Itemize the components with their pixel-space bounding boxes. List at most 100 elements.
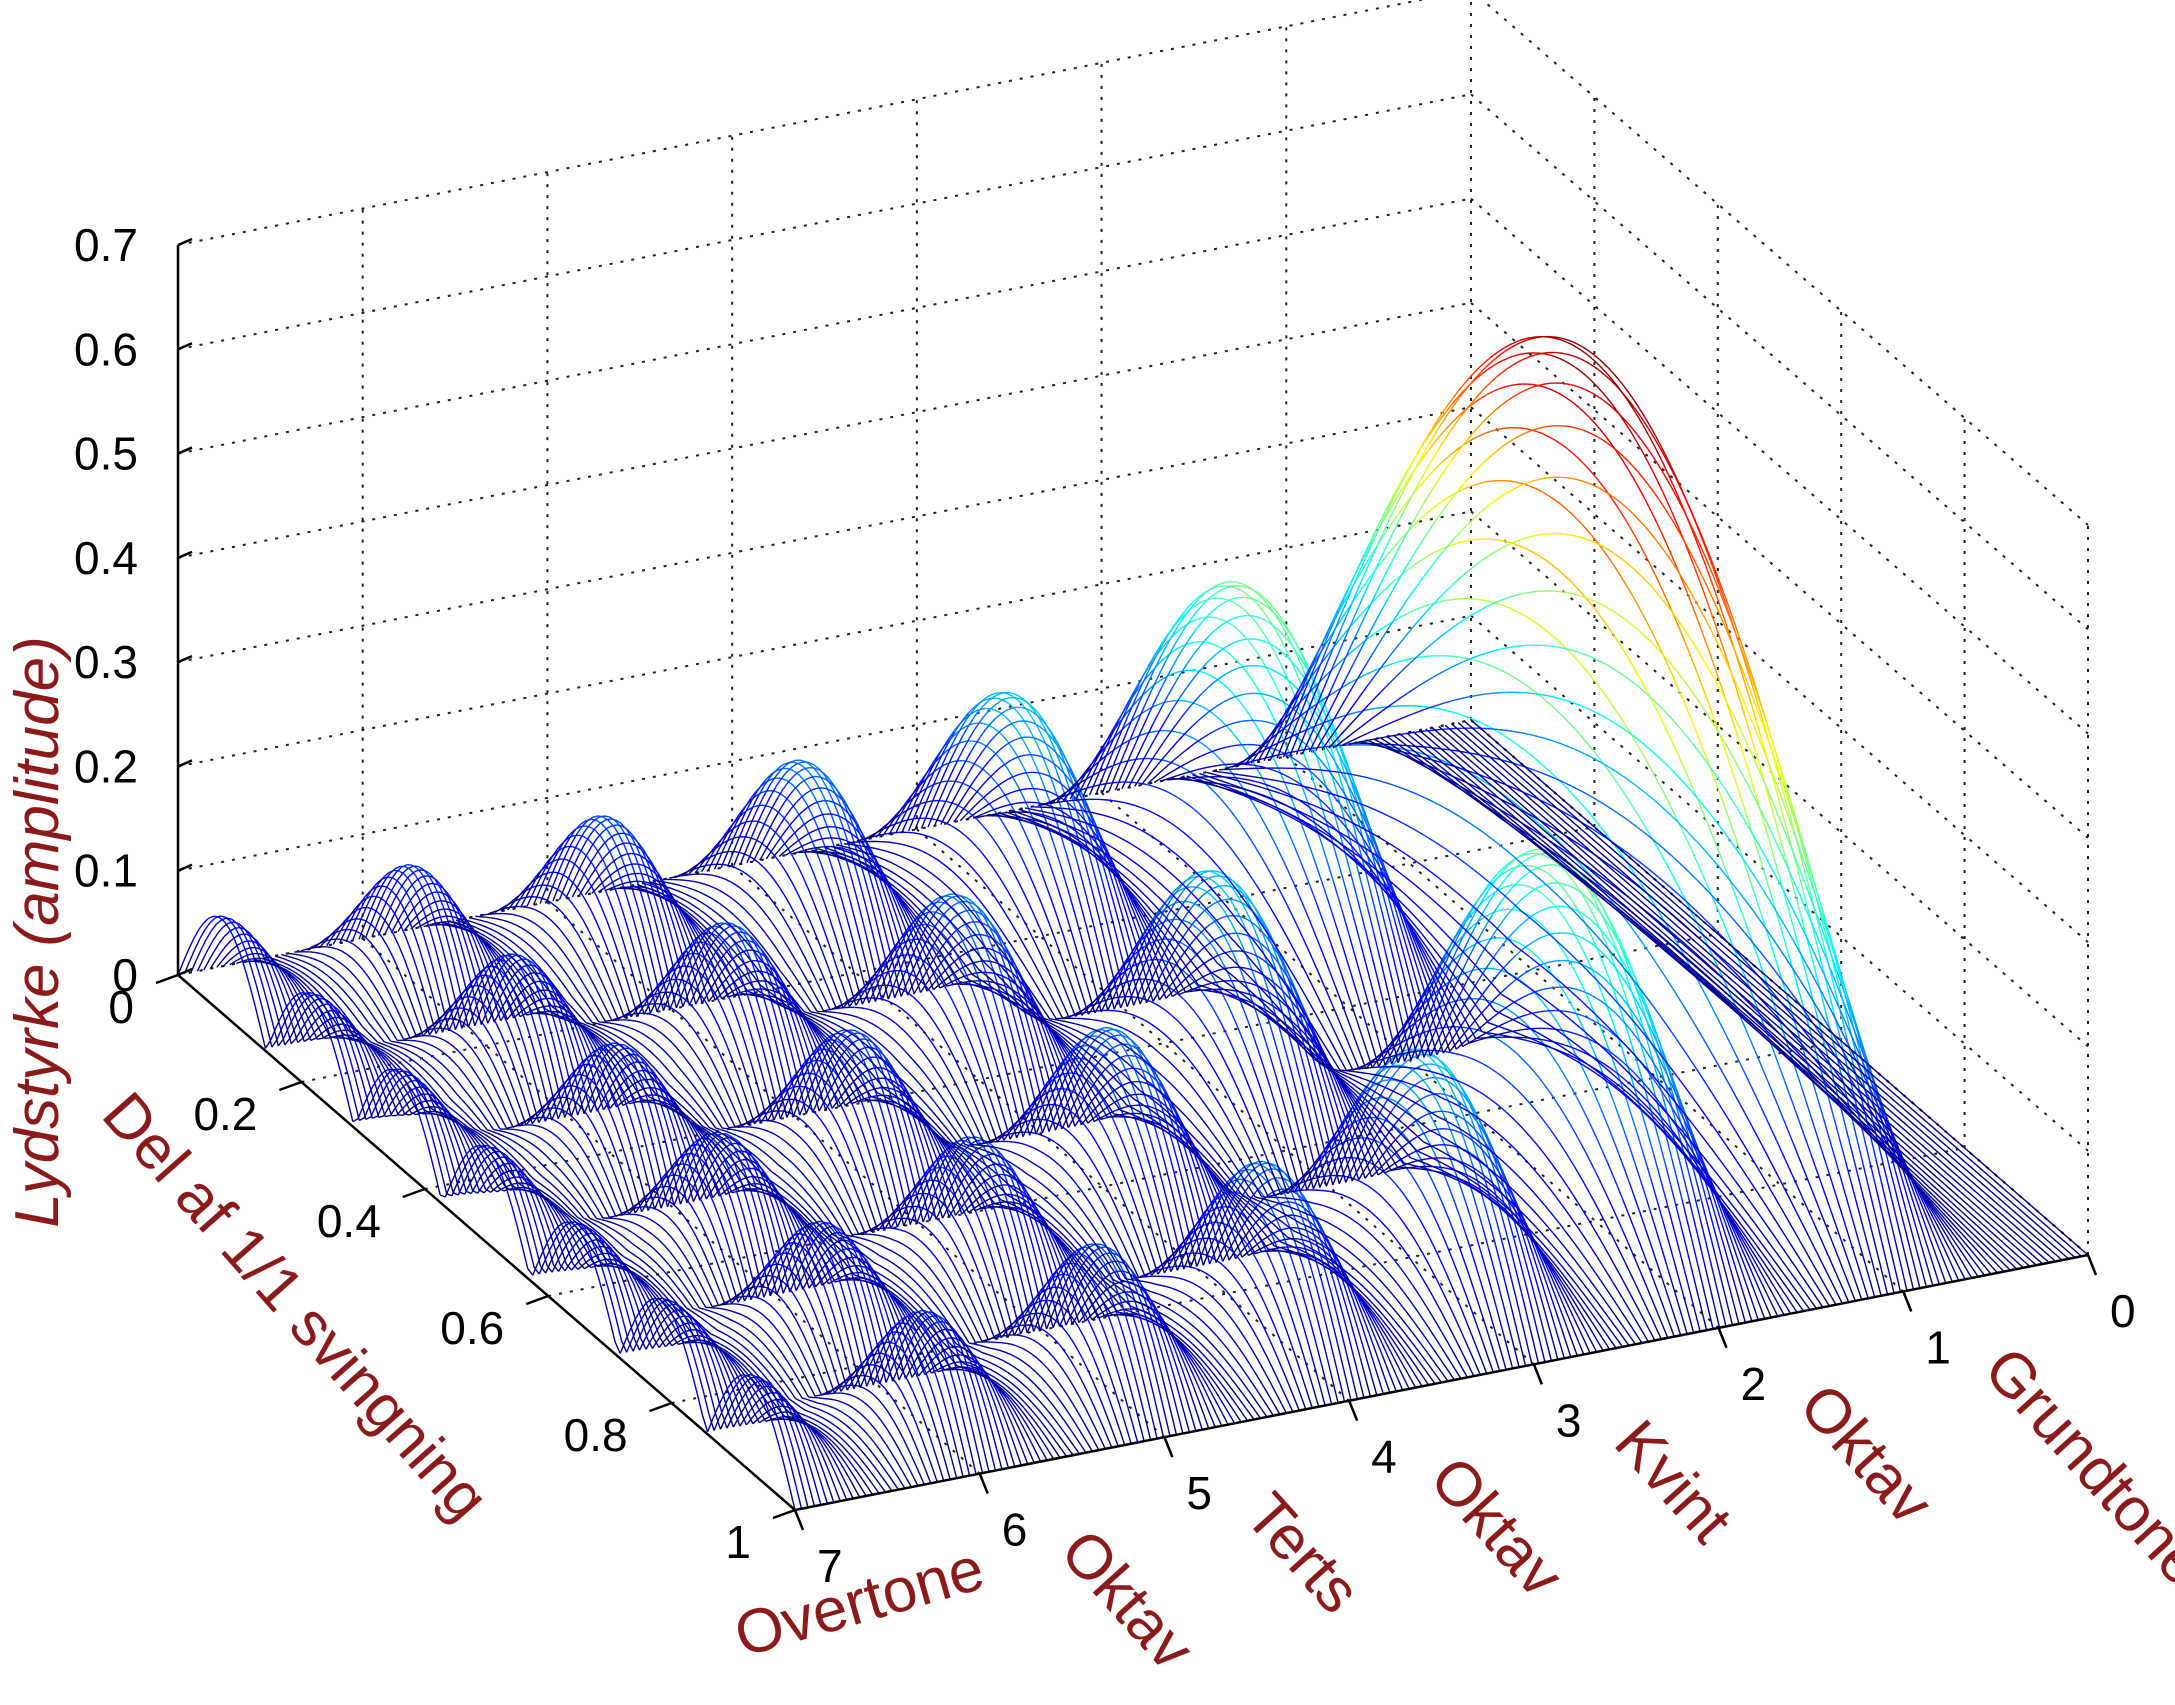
surface-segment [478, 1095, 486, 1104]
surface-segment [550, 1220, 557, 1235]
surface-segment [742, 1213, 750, 1234]
surface-segment [896, 1445, 904, 1456]
surface-segment [960, 1368, 967, 1372]
surface-segment [418, 1064, 425, 1071]
gridline-back-z [177, 301, 1472, 559]
surface-segment [832, 1406, 839, 1411]
surface-segment [667, 1320, 674, 1328]
surface-segment [777, 1346, 784, 1355]
surface-segment [429, 1152, 436, 1174]
surface-segment [832, 1436, 839, 1443]
surface-segment [949, 1371, 957, 1390]
surface-segment [397, 1114, 404, 1116]
surface-segment [885, 1443, 892, 1453]
surface-segment [564, 1262, 571, 1272]
surface-segment [251, 935, 258, 941]
surface-segment [336, 948, 343, 952]
surface-segment [390, 1054, 397, 1060]
surface-segment [480, 1128, 487, 1133]
surface-segment [931, 1466, 938, 1483]
surface-segment [830, 1392, 836, 1395]
surface-segment [517, 1143, 524, 1149]
surface-segment [605, 1243, 612, 1250]
surface-segment [608, 1135, 616, 1150]
surface-segment [798, 1365, 806, 1377]
surface-segment [792, 1293, 800, 1303]
surface-segment [746, 1316, 753, 1322]
surface-segment [775, 1359, 783, 1368]
surface-segment [954, 1389, 962, 1410]
surface-segment [297, 988, 304, 998]
surface-segment [524, 1174, 531, 1182]
surface-segment [892, 1481, 900, 1490]
surface-segment [773, 1378, 780, 1386]
surface-segment [458, 961, 466, 983]
surface-segment [317, 967, 323, 973]
surface-segment [660, 1276, 667, 1284]
surface-segment [567, 1235, 574, 1244]
surface-segment [218, 935, 225, 944]
surface-segment [458, 1114, 465, 1120]
surface-segment [837, 1268, 844, 1274]
surface-segment [659, 1120, 666, 1141]
surface-segment [628, 1220, 634, 1224]
surface-segment [831, 1336, 838, 1355]
surface-segment [300, 965, 307, 970]
surface-segment [624, 1180, 631, 1197]
surface-segment [654, 1102, 661, 1121]
surface-segment [712, 1293, 720, 1306]
surface-segment [286, 955, 292, 959]
surface-segment [801, 1397, 808, 1401]
surface-segment [562, 1033, 570, 1053]
surface-segment [820, 1305, 828, 1321]
surface-segment [810, 1427, 817, 1436]
surface-segment [527, 1267, 534, 1276]
surface-segment [815, 1435, 822, 1445]
surface-segment [419, 1080, 426, 1086]
surface-segment [780, 1366, 788, 1375]
surface-segment [712, 1318, 719, 1323]
surface-segment [459, 1128, 466, 1140]
surface-segment [385, 1114, 391, 1118]
surface-segment [675, 1333, 682, 1339]
surface-segment [493, 1064, 500, 1077]
surface-segment [569, 1255, 576, 1264]
surface-segment [705, 1233, 712, 1247]
surface-segment [644, 1329, 651, 1340]
surface-segment [368, 1022, 375, 1030]
surface-segment [556, 1031, 563, 1052]
surface-segment [748, 1400, 755, 1414]
surface-segment [384, 1041, 390, 1045]
surface-segment [330, 1024, 337, 1028]
surface-segment [404, 886, 412, 895]
surface-segment [610, 1227, 617, 1232]
surface-segment [537, 1212, 544, 1230]
surface-segment [208, 950, 215, 961]
surface-segment [551, 1213, 559, 1226]
surface-segment [724, 1316, 731, 1321]
surface-segment [903, 1439, 910, 1451]
surface-segment [810, 1405, 817, 1410]
surface-segment [243, 947, 250, 951]
surface-segment [442, 1152, 449, 1173]
surface-segment [1037, 1434, 1044, 1443]
surface-segment [709, 1392, 717, 1414]
surface-segment [700, 1342, 708, 1359]
surface-segment [321, 1013, 328, 1028]
surface-segment [984, 1428, 991, 1450]
surface-segment [349, 1059, 357, 1079]
surface-segment [774, 1369, 781, 1378]
surface-segment [529, 1141, 536, 1147]
surface-segment [242, 960, 248, 963]
surface-segment [409, 948, 417, 965]
surface-segment [640, 1249, 647, 1255]
surface-segment [650, 1303, 658, 1315]
surface-segment [1003, 1433, 1011, 1451]
surface-segment [705, 1357, 713, 1376]
surface-segment [629, 1303, 637, 1321]
surface-segment [598, 1281, 606, 1301]
surface-segment [220, 945, 227, 954]
surface-segment [491, 1158, 498, 1164]
surface-segment [516, 1151, 523, 1157]
surface-segment [357, 1033, 364, 1040]
